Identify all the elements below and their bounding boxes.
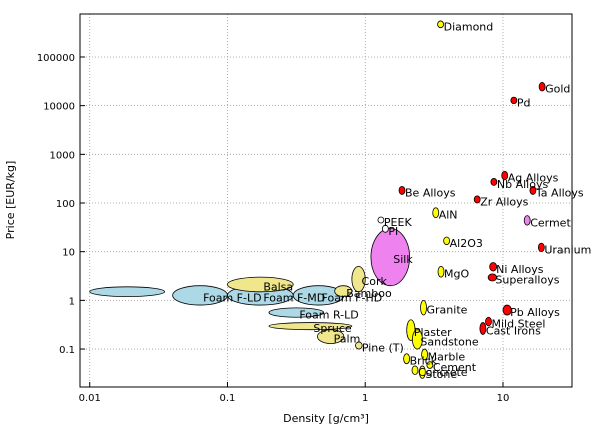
material-label: Al2O3 <box>450 237 483 250</box>
material-label: Foam F-LD <box>203 291 262 304</box>
material-label: Cast Irons <box>486 324 541 337</box>
x-tick-label: 1 <box>362 393 368 404</box>
material-range <box>381 224 389 233</box>
material-range <box>418 365 426 379</box>
material-label: Be Alloys <box>405 186 456 199</box>
material-label: Ag Alloys <box>508 172 559 185</box>
material-range <box>437 20 444 29</box>
x-tick-label: 0.01 <box>79 393 101 404</box>
material-range <box>351 265 366 293</box>
y-tick-label: 1 <box>69 296 75 307</box>
material-label: PI <box>388 225 398 238</box>
y-tick-label: 10 <box>62 248 75 259</box>
material-range <box>420 299 427 316</box>
material-range <box>485 316 492 327</box>
material-label: Brick <box>410 355 438 368</box>
material-range <box>538 82 546 92</box>
material-label: Stone <box>425 368 457 381</box>
material-label: Pd <box>517 96 531 109</box>
material-label: Nb Alloys <box>497 178 549 191</box>
material-label: Concrete <box>418 366 468 379</box>
material-range <box>334 285 353 297</box>
material-label: Pine (T) <box>362 341 404 354</box>
material-label: Palm <box>334 333 361 346</box>
y-axis-label: Price [EUR/kg] <box>4 161 17 240</box>
material-label: Ni Alloys <box>496 263 544 276</box>
grid <box>80 14 572 387</box>
material-range <box>510 96 518 105</box>
material-range <box>317 329 345 344</box>
material-range <box>479 322 487 335</box>
material-label: Superalloys <box>495 273 559 286</box>
material-label: Balsa <box>263 280 293 293</box>
material-label: Mild Steel <box>491 318 545 331</box>
material-label: Silk <box>393 253 413 266</box>
labels: Foam F-LD Foam F-MD Foam R-LD Foam F-HD Bals… <box>203 20 591 381</box>
material-label: Granite <box>427 304 468 317</box>
material-range <box>437 265 445 278</box>
material-label: AlN <box>439 209 458 222</box>
material-label: Foam R-LD <box>299 309 358 322</box>
material-range <box>411 329 423 350</box>
material-label: Uranium <box>544 243 591 256</box>
material-range <box>421 348 429 361</box>
material-range <box>443 236 451 245</box>
material-label: Foam F-HD <box>322 291 383 304</box>
material-label: Gold <box>545 83 570 96</box>
x-tick-label: 0.1 <box>220 393 236 404</box>
material-range <box>268 322 353 331</box>
material-label: Foam F-MD <box>263 291 325 304</box>
material-label: Cork <box>362 275 388 288</box>
material-label: Zr Alloys <box>480 195 528 208</box>
material-range <box>268 307 325 318</box>
material-label: Cermet <box>530 216 571 229</box>
material-label: Ta Alloys <box>535 186 584 199</box>
axes-frame <box>79 13 573 388</box>
material-label: Marble <box>428 350 466 363</box>
x-axis-label: Density [g/cm³] <box>283 412 369 425</box>
material-range <box>537 242 545 253</box>
material-range <box>89 286 166 297</box>
material-range <box>403 353 411 365</box>
material-range <box>487 273 498 282</box>
y-tick-label: 10000 <box>43 102 75 113</box>
x-tick-label: 10 <box>497 393 510 404</box>
material-range <box>473 195 481 204</box>
material-range <box>426 361 434 369</box>
y-tick-label: 1000 <box>50 150 75 161</box>
material-range <box>377 216 385 224</box>
y-tick-label: 100 <box>56 199 75 210</box>
material-label: Pb Alloys <box>510 306 560 319</box>
material-range <box>355 341 363 350</box>
material-label: Bamboo <box>346 287 392 300</box>
material-range <box>398 185 406 195</box>
material-range <box>501 170 509 181</box>
material-label: Diamond <box>444 20 494 33</box>
material-range <box>523 215 531 226</box>
material-range <box>529 185 537 195</box>
material-label: MgO <box>444 268 469 281</box>
material-label: Cement <box>433 361 477 374</box>
material-label: Sandstone <box>420 335 478 348</box>
material-range <box>227 276 294 293</box>
marks <box>89 20 546 379</box>
material-label: PEEK <box>384 216 413 229</box>
material-label: Spruce <box>313 322 352 335</box>
material-range <box>502 304 512 316</box>
material-range <box>370 228 411 287</box>
material-range <box>432 207 440 219</box>
material-range <box>489 262 498 272</box>
material-range <box>490 178 498 186</box>
y-tick-label: 0.1 <box>59 345 75 356</box>
y-tick-label: 100000 <box>37 53 75 64</box>
material-range <box>411 365 419 375</box>
material-label: Plaster <box>414 326 452 339</box>
